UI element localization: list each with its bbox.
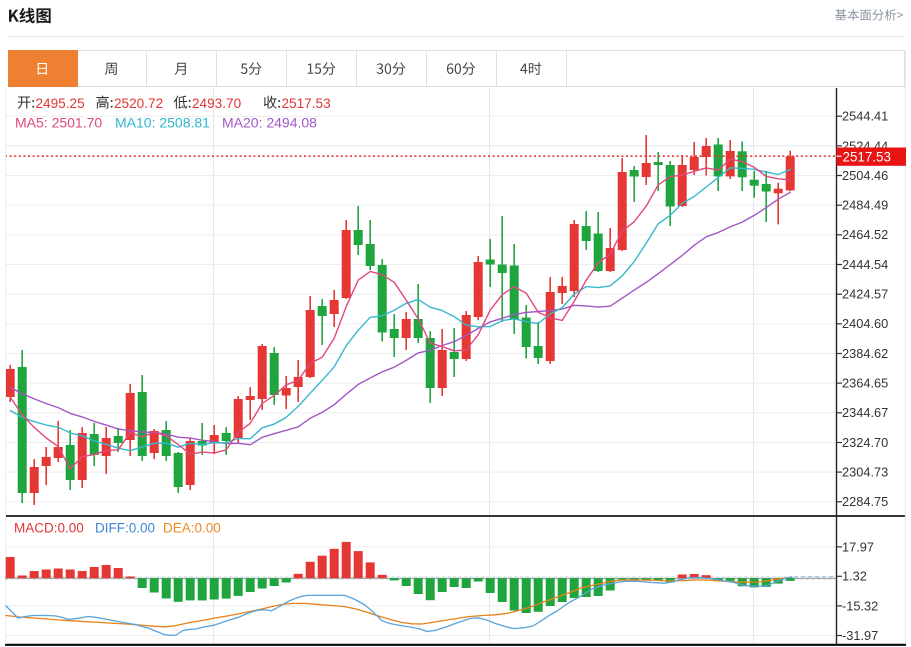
svg-text:2544.41: 2544.41	[842, 109, 888, 124]
svg-text:2364.65: 2364.65	[842, 376, 888, 391]
svg-text:2495.25: 2495.25	[36, 96, 85, 111]
svg-text:2404.60: 2404.60	[842, 316, 888, 331]
svg-text:MACD:0.00: MACD:0.00	[14, 521, 84, 536]
svg-text:2504.46: 2504.46	[842, 168, 888, 183]
svg-text:2304.73: 2304.73	[842, 465, 888, 480]
svg-text:MA10: 2508.81: MA10: 2508.81	[115, 115, 210, 131]
svg-text:-15.32: -15.32	[842, 598, 878, 613]
svg-text:MA20: 2494.08: MA20: 2494.08	[222, 115, 317, 131]
svg-text:2424.57: 2424.57	[842, 287, 888, 302]
svg-text:2484.49: 2484.49	[842, 198, 888, 213]
svg-text:2444.54: 2444.54	[842, 257, 888, 272]
svg-text:17.97: 17.97	[842, 539, 874, 554]
svg-text:DIFF:0.00: DIFF:0.00	[95, 521, 155, 536]
svg-text:1.32: 1.32	[842, 569, 867, 584]
svg-text:2464.52: 2464.52	[842, 227, 888, 242]
svg-text:MA5: 2501.70: MA5: 2501.70	[15, 115, 102, 131]
svg-text:2384.62: 2384.62	[842, 346, 888, 361]
svg-text:-31.97: -31.97	[842, 628, 878, 643]
svg-text:2284.75: 2284.75	[842, 494, 888, 509]
svg-text:2520.72: 2520.72	[114, 96, 163, 111]
svg-text:2517.53: 2517.53	[843, 149, 891, 164]
svg-text:2517.53: 2517.53	[282, 96, 331, 111]
svg-text:2344.67: 2344.67	[842, 405, 888, 420]
svg-text:DEA:0.00: DEA:0.00	[163, 521, 221, 536]
svg-text:2324.70: 2324.70	[842, 435, 888, 450]
svg-text:2493.70: 2493.70	[192, 96, 242, 111]
